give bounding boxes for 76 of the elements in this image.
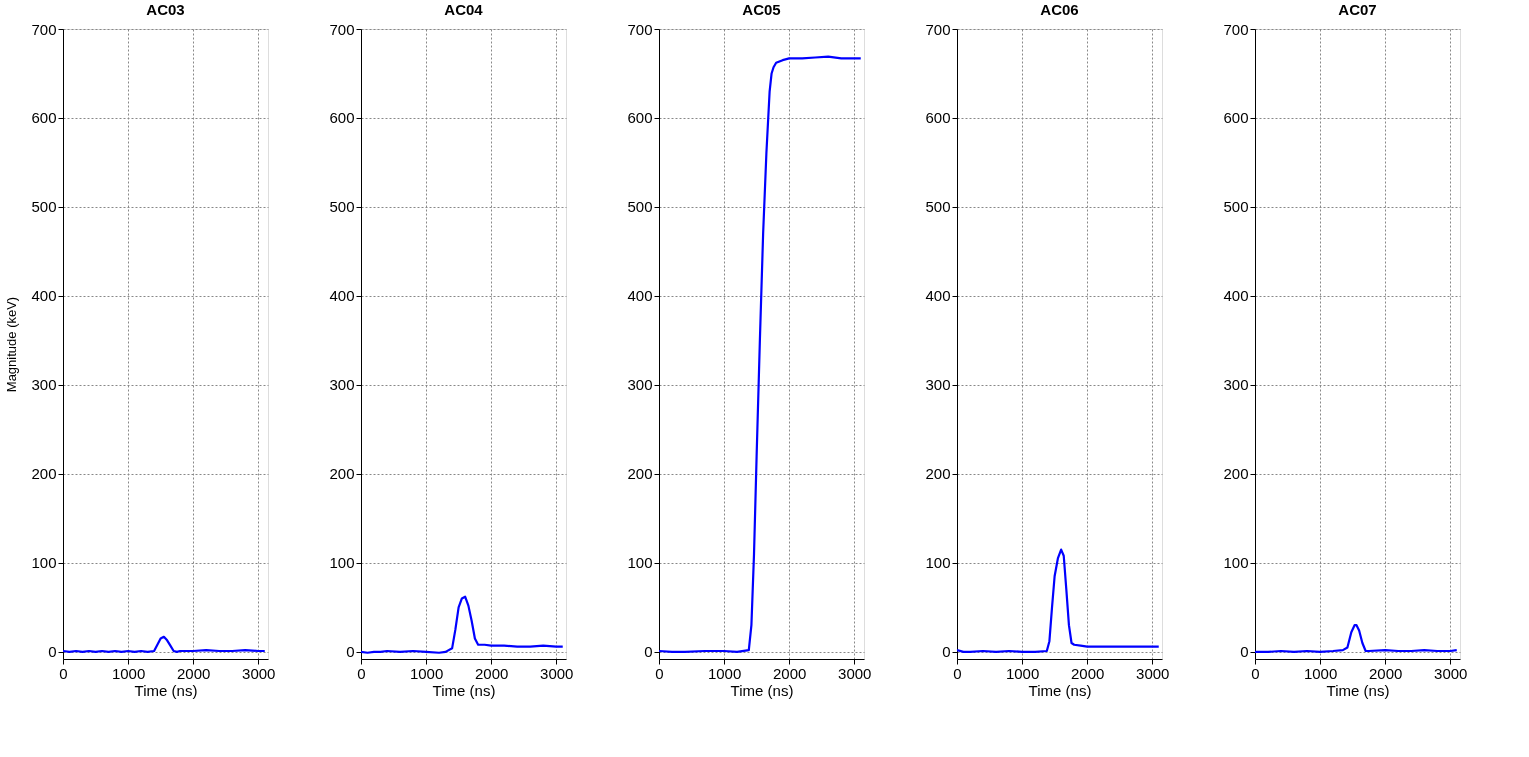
y-tick-label: 500 <box>1223 198 1249 216</box>
y-tick-label: 100 <box>1223 554 1249 572</box>
line-series <box>361 595 564 654</box>
y-tick-label: 100 <box>925 554 951 572</box>
x-tick-label: 1000 <box>409 664 444 682</box>
chart-title: AC06 <box>1040 1 1079 18</box>
y-tick-label: 600 <box>627 109 653 127</box>
y-tick-label: 300 <box>1223 376 1249 394</box>
x-tick-label: 2000 <box>474 664 509 682</box>
y-tick-label: 100 <box>627 554 653 572</box>
y-tick-label: 0 <box>1240 643 1249 661</box>
y-tick-label: 500 <box>31 198 57 216</box>
y-tick-label: 500 <box>925 198 951 216</box>
x-axis-title: Time (ns) <box>1028 681 1092 699</box>
x-tick-label: 3000 <box>838 664 872 682</box>
y-tick-label: 400 <box>329 287 355 305</box>
line-series <box>659 55 862 653</box>
line-series <box>63 635 266 653</box>
y-tick-label: 300 <box>31 376 57 394</box>
y-tick-label: 400 <box>627 287 653 305</box>
y-tick-label: 300 <box>925 376 951 394</box>
y-tick-label: 700 <box>925 20 951 38</box>
y-tick-label: 0 <box>346 643 355 661</box>
x-tick-label: 1000 <box>111 664 146 682</box>
x-tick-label: 2000 <box>1070 664 1105 682</box>
chart-title: AC05 <box>742 1 781 18</box>
y-tick-label: 200 <box>31 465 57 483</box>
line-series <box>1255 624 1458 653</box>
chart-title: AC07 <box>1338 1 1377 18</box>
y-tick-label: 100 <box>31 554 57 572</box>
y-tick-label: 0 <box>644 643 653 661</box>
y-tick-label: 400 <box>31 287 57 305</box>
x-axis-title: Time (ns) <box>730 681 794 699</box>
x-tick-label: 0 <box>357 664 366 682</box>
x-tick-label: 0 <box>59 664 68 682</box>
y-tick-label: 700 <box>31 20 57 38</box>
x-tick-label: 1000 <box>1303 664 1338 682</box>
y-tick-label: 600 <box>1223 109 1249 127</box>
x-tick-label: 1000 <box>707 664 742 682</box>
x-tick-label: 0 <box>655 664 664 682</box>
x-tick-label: 0 <box>953 664 962 682</box>
chart-title: AC04 <box>444 1 484 18</box>
x-tick-label: 2000 <box>772 664 807 682</box>
x-tick-label: 3000 <box>1434 664 1468 682</box>
y-tick-label: 500 <box>329 198 355 216</box>
y-tick-label: 500 <box>627 198 653 216</box>
y-tick-label: 600 <box>329 109 355 127</box>
x-tick-label: 2000 <box>176 664 211 682</box>
y-tick-label: 300 <box>627 376 653 394</box>
y-tick-label: 700 <box>627 20 653 38</box>
y-tick-label: 700 <box>329 20 355 38</box>
y-tick-label: 200 <box>925 465 951 483</box>
y-tick-label: 200 <box>329 465 355 483</box>
y-tick-label: 100 <box>329 554 355 572</box>
y-tick-label: 0 <box>942 643 951 661</box>
y-tick-label: 0 <box>48 643 57 661</box>
y-tick-label: 200 <box>1223 465 1249 483</box>
y-tick-label: 300 <box>329 376 355 394</box>
x-tick-label: 2000 <box>1368 664 1403 682</box>
y-tick-label: 700 <box>1223 20 1249 38</box>
y-tick-label: 400 <box>1223 287 1249 305</box>
y-axis-title: Magnitude (keV) <box>4 296 20 393</box>
y-tick-label: 600 <box>925 109 951 127</box>
line-series <box>957 548 1160 653</box>
x-tick-label: 3000 <box>1136 664 1170 682</box>
y-tick-label: 200 <box>627 465 653 483</box>
x-axis-title: Time (ns) <box>1326 681 1390 699</box>
x-axis-title: Time (ns) <box>432 681 496 699</box>
x-tick-label: 3000 <box>242 664 276 682</box>
chart-title: AC03 <box>146 1 185 18</box>
x-axis-title: Time (ns) <box>134 681 198 699</box>
x-tick-label: 3000 <box>540 664 574 682</box>
y-tick-label: 600 <box>31 109 57 127</box>
y-tick-label: 400 <box>925 287 951 305</box>
x-tick-label: 0 <box>1251 664 1260 682</box>
x-tick-label: 1000 <box>1005 664 1040 682</box>
